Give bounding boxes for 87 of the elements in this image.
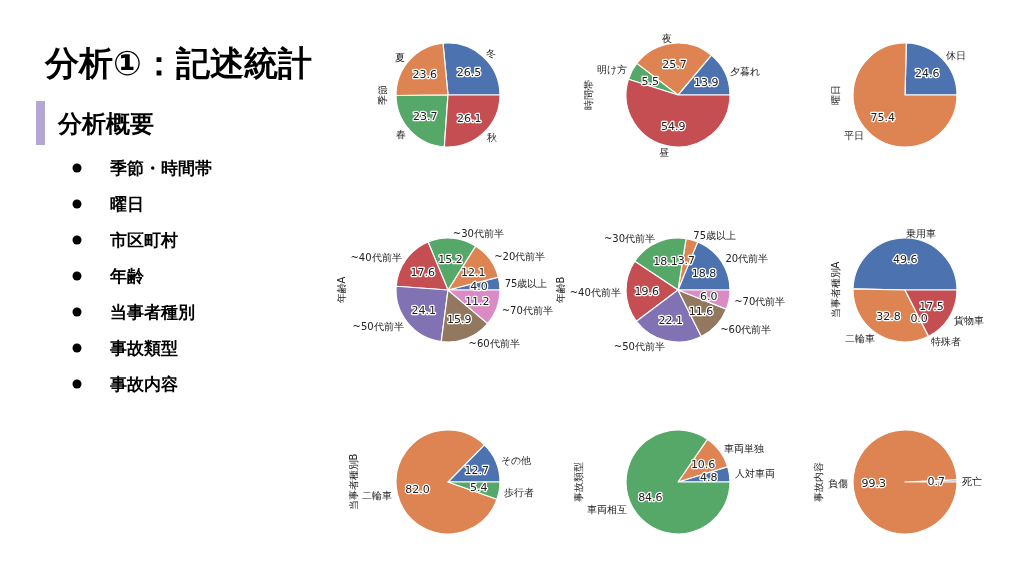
slice-label: 夕暮れ <box>729 65 760 77</box>
text: 年齢B <box>555 276 567 304</box>
data-label: 26.5 <box>456 65 482 79</box>
slice-label: ~30代前半 <box>603 232 656 244</box>
slice-label: ~70代前半 <box>501 304 553 316</box>
text: 年齢 <box>109 266 145 286</box>
data-label: 6.0 <box>699 289 718 303</box>
data-label: 24.6 <box>915 67 940 81</box>
slice-label: 歩行者 <box>504 486 535 498</box>
slice-label: 明け方 <box>597 63 628 75</box>
text: 分析概要 <box>57 110 154 138</box>
text: 季節 <box>376 85 388 105</box>
slice-label: 昼 <box>659 146 670 158</box>
data-label: 32.8 <box>876 310 901 324</box>
data-label: 12.1 <box>460 265 486 279</box>
data-label: 0.7 <box>927 475 945 489</box>
data-label: 54.9 <box>660 119 686 133</box>
data-label: 23.6 <box>412 68 438 82</box>
text: 当事者種別A <box>830 261 842 319</box>
data-label: 84.6 <box>638 490 663 504</box>
slice-label: 車両相互 <box>587 503 628 515</box>
data-label: 26.1 <box>457 111 482 125</box>
text: 曜日 <box>829 85 841 105</box>
text: 年齢A <box>335 276 347 304</box>
data-label: 5.5 <box>641 74 660 88</box>
slice-label: 75歳以上 <box>693 229 737 241</box>
data-label: 15.9 <box>447 313 472 327</box>
data-label: 10.6 <box>690 457 716 471</box>
slice-label: ~50代前半 <box>352 321 404 333</box>
slice-label: 乗用車 <box>905 227 936 239</box>
slice-label: 死亡 <box>962 475 983 487</box>
data-label: 12.7 <box>464 463 489 477</box>
text: 分析①：記述統計 <box>44 43 312 83</box>
slice-label: 75歳以上 <box>504 277 548 289</box>
data-label: 18.8 <box>691 266 717 280</box>
text: 事故内容 <box>109 374 178 394</box>
slice-label: 20代前半 <box>725 253 769 265</box>
data-label: 23.7 <box>413 110 438 124</box>
slice-label: 春 <box>396 129 407 141</box>
text: 当事者種別B <box>347 453 359 511</box>
data-label: 11.6 <box>688 305 714 319</box>
data-label: 5.4 <box>470 481 488 495</box>
slice-label: その他 <box>500 454 531 466</box>
data-label: 18.1 <box>653 255 678 269</box>
slice-label: 二輪車 <box>844 333 875 345</box>
slice-label: ~20代前半 <box>494 251 546 263</box>
slice-label: 車両単独 <box>724 443 765 455</box>
slice-label: ~60代前半 <box>468 338 520 350</box>
data-label: 99.3 <box>861 476 887 490</box>
slice-label: 平日 <box>844 129 865 141</box>
data-label: 15.2 <box>438 252 463 266</box>
slice-label: ~50代前半 <box>613 340 665 352</box>
text: 事故内容 <box>813 462 825 502</box>
slice-label: 二輪車 <box>362 489 393 501</box>
data-label: 82.0 <box>405 483 430 497</box>
text: 事故類型 <box>572 462 584 502</box>
slice-label: 冬 <box>486 47 497 59</box>
slice-label: ~70代前半 <box>734 295 786 307</box>
slice-label: ~40代前半 <box>569 286 621 298</box>
data-label: 4.8 <box>700 471 718 485</box>
data-label: 13.9 <box>694 75 719 89</box>
text: 当事者種別 <box>110 302 195 322</box>
data-label: 75.4 <box>870 110 895 124</box>
data-label: 49.6 <box>893 252 918 266</box>
text: 時間帯 <box>582 80 594 110</box>
slice-label: ~40代前半 <box>350 251 402 263</box>
slice-label: 負傷 <box>827 478 848 490</box>
slice-label: 貨物車 <box>953 314 984 326</box>
slice-label: 秋 <box>486 131 497 143</box>
text: 事故類型 <box>109 338 178 358</box>
data-label: 19.6 <box>634 284 660 298</box>
data-label: 17.6 <box>410 265 435 279</box>
slice-label: ~60代前半 <box>720 323 772 335</box>
text: 季節・時間帯 <box>109 158 212 178</box>
data-label: 17.5 <box>919 300 944 314</box>
slice-label: 人対車両 <box>734 468 775 480</box>
slice-label: 夜 <box>661 33 672 45</box>
data-label: 22.1 <box>658 314 684 328</box>
category-label: 特殊者 <box>930 335 961 347</box>
slice-label: 夏 <box>395 51 406 63</box>
slice-label: ~30代前半 <box>452 228 504 239</box>
text: 曜日 <box>110 194 144 214</box>
data-label: 25.7 <box>662 57 687 71</box>
slice-label: 休日 <box>945 50 966 62</box>
data-label: 24.1 <box>411 303 437 317</box>
text: 市区町村 <box>109 230 178 250</box>
data-label: 11.2 <box>465 294 490 308</box>
